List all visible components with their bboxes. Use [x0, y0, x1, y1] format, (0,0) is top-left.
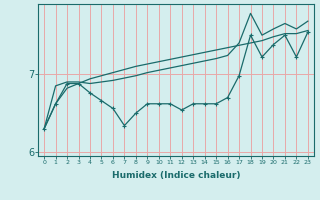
- X-axis label: Humidex (Indice chaleur): Humidex (Indice chaleur): [112, 171, 240, 180]
